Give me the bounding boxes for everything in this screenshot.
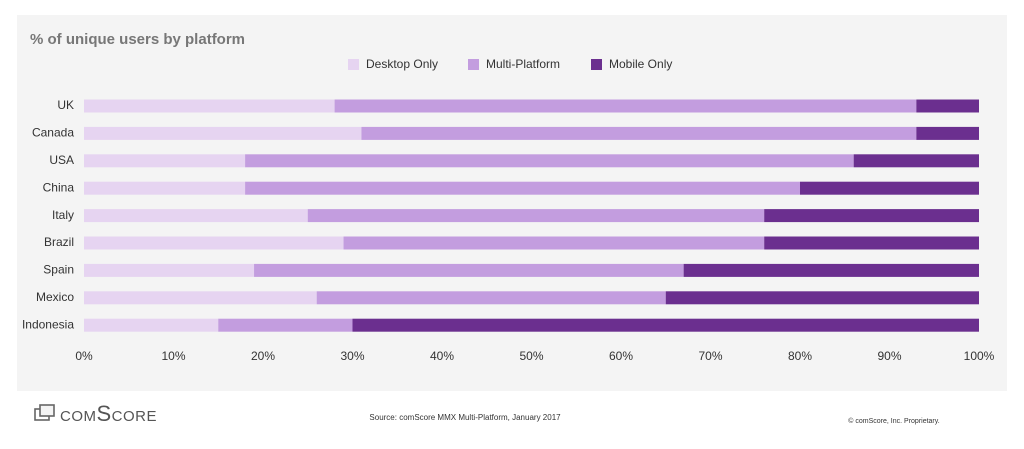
bar-segment <box>853 154 979 168</box>
x-tick-label: 20% <box>251 349 275 363</box>
legend-label: Multi-Platform <box>486 57 560 71</box>
logo-icon <box>34 404 55 421</box>
y-tick-label: Spain <box>43 263 74 277</box>
x-tick-label: 10% <box>161 349 185 363</box>
legend-label: Desktop Only <box>366 57 438 71</box>
y-tick-label: UK <box>57 98 74 112</box>
y-tick-label: Italy <box>52 208 74 222</box>
bar-segment <box>764 236 979 250</box>
bar-segment <box>84 99 335 113</box>
bar-segment <box>800 181 979 195</box>
bar-segment <box>84 318 219 332</box>
bar-segment <box>343 236 765 250</box>
x-tick-label: 70% <box>698 349 722 363</box>
copyright: © comScore, Inc. Proprietary. <box>848 417 939 425</box>
bar-segment <box>916 99 979 113</box>
bar-segment <box>245 154 854 168</box>
y-tick-label: Brazil <box>44 235 74 249</box>
chart-title: % of unique users by platform <box>30 31 245 48</box>
x-tick-label: 40% <box>430 349 454 363</box>
bar-segment <box>683 263 979 277</box>
bar-segment <box>84 236 344 250</box>
legend-swatch <box>591 59 602 70</box>
legend-label: Mobile Only <box>609 57 672 71</box>
y-tick-label: Canada <box>32 126 74 140</box>
chart-panel <box>17 15 1007 391</box>
bar-segment <box>218 318 353 332</box>
bar-segment <box>764 209 979 223</box>
y-tick-label: Mexico <box>36 290 74 304</box>
y-tick-label: Indonesia <box>22 317 74 331</box>
y-tick-label: China <box>43 180 75 194</box>
bar-segment <box>84 291 317 305</box>
bar-segment <box>916 126 979 140</box>
bar-segment <box>334 99 917 113</box>
bar-segment <box>254 263 684 277</box>
bar-segment <box>316 291 666 305</box>
x-tick-label: 30% <box>340 349 364 363</box>
bar-segment <box>665 291 979 305</box>
x-tick-label: 60% <box>609 349 633 363</box>
bar-segment <box>84 263 255 277</box>
x-tick-label: 100% <box>964 349 995 363</box>
x-tick-label: 0% <box>75 349 93 363</box>
legend-swatch <box>468 59 479 70</box>
bar-segment <box>245 181 801 195</box>
bar-segment <box>361 126 917 140</box>
bar-segment <box>84 181 246 195</box>
bar-segment <box>84 209 308 223</box>
logo-text: comScore <box>60 401 157 426</box>
source-note: Source: comScore MMX Multi-Platform, Jan… <box>369 413 561 422</box>
x-tick-label: 80% <box>788 349 812 363</box>
bar-segment <box>84 154 246 168</box>
y-tick-label: USA <box>49 153 74 167</box>
x-tick-label: 50% <box>519 349 543 363</box>
legend-swatch <box>348 59 359 70</box>
x-tick-label: 90% <box>877 349 901 363</box>
bar-segment <box>84 126 362 140</box>
bar-segment <box>307 209 765 223</box>
bar-segment <box>352 318 979 332</box>
